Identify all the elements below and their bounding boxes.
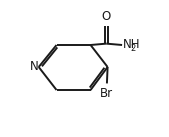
Text: NH: NH: [123, 38, 140, 51]
Text: Br: Br: [100, 87, 113, 100]
Text: N: N: [30, 60, 39, 73]
Text: 2: 2: [131, 44, 136, 52]
Text: O: O: [102, 10, 111, 23]
